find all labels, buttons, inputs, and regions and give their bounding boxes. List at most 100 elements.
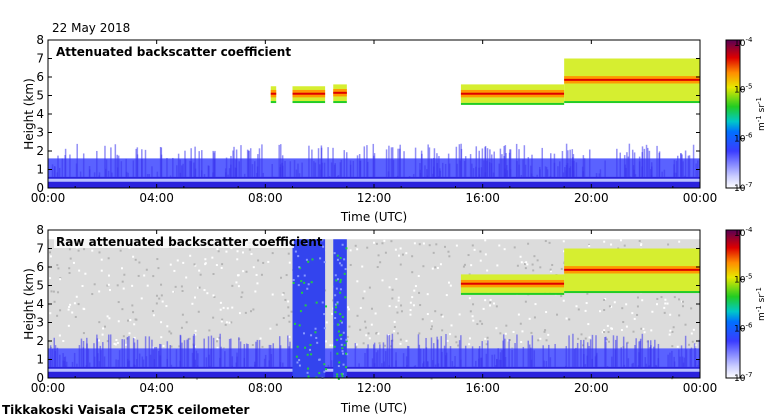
heatmap-cell-noise	[643, 331, 646, 334]
heatmap-cell-noise	[331, 344, 334, 347]
heatmap-cell-aerosol	[80, 338, 83, 367]
heatmap-cell-precipitation	[334, 274, 337, 277]
heatmap-cell-noise	[219, 308, 222, 311]
heatmap-cell-aerosol	[499, 148, 502, 177]
heatmap-cell-noise	[262, 261, 265, 264]
heatmap-cell-noise	[220, 320, 223, 323]
heatmap-cell-noise	[241, 291, 244, 294]
heatmap-cell-noise	[275, 323, 278, 326]
heatmap-cell-noise	[102, 327, 105, 330]
heatmap-cell-aerosol	[268, 344, 271, 367]
heatmap-cell-noise	[455, 244, 458, 247]
heatmap-cell-noise	[663, 306, 666, 309]
heatmap-cell-noise	[411, 296, 414, 299]
heatmap-cell-aerosol	[228, 338, 231, 367]
heatmap-cell-aerosol	[544, 166, 547, 177]
heatmap-cell-aerosol	[580, 339, 582, 367]
heatmap-cell-noise	[444, 245, 447, 248]
heatmap-cell-noise	[82, 332, 85, 335]
heatmap-cell-aerosol	[683, 357, 686, 367]
heatmap-cell-aerosol	[528, 344, 531, 367]
heatmap-cell-aerosol	[458, 144, 461, 177]
heatmap-cell-aerosol	[388, 335, 391, 367]
heatmap-cell-noise	[428, 244, 431, 247]
heatmap-cell-aerosol	[230, 155, 232, 177]
heatmap-cell-noise	[485, 343, 488, 346]
heatmap-cell-aerosol	[243, 173, 246, 177]
heatmap-cell-precipitation	[325, 305, 328, 308]
heatmap-cell-precipitation	[307, 283, 310, 286]
heatmap-cell-noise	[288, 335, 291, 338]
heatmap-cell-precipitation	[310, 281, 313, 284]
heatmap-cell-noise	[116, 341, 119, 344]
heatmap-cell-noise	[260, 273, 263, 276]
heatmap-cell-aerosol	[663, 169, 666, 177]
heatmap-cell-noise	[185, 321, 188, 324]
heatmap-cell-noise	[77, 303, 80, 306]
heatmap-cell-precipitation	[339, 320, 342, 323]
heatmap-cell-aerosol	[419, 348, 422, 367]
heatmap-cell-noise	[133, 323, 136, 326]
heatmap-cell-aerosol	[116, 154, 118, 177]
heatmap-cell-noise	[577, 337, 580, 340]
heatmap-cell-noise	[74, 315, 77, 318]
heatmap-cell-aerosol	[464, 345, 467, 367]
heatmap-cell-aerosol	[279, 345, 282, 367]
heatmap-region-cloud-base	[564, 101, 700, 104]
heatmap-cell-noise	[215, 264, 218, 267]
heatmap-cell-noise	[431, 325, 434, 328]
heatmap-cell-noise	[411, 271, 414, 274]
heatmap-cell-aerosol	[557, 166, 559, 177]
heatmap-cell-aerosol	[675, 160, 678, 177]
heatmap-cell-noise	[489, 298, 492, 301]
heatmap-cell-noise	[440, 313, 443, 316]
heatmap-cell-aerosol	[522, 346, 525, 367]
heatmap-cell-precipitation	[307, 375, 310, 378]
heatmap-cell-noise	[133, 336, 136, 339]
heatmap-cell-noise	[503, 248, 506, 251]
heatmap-cell-noise	[123, 273, 126, 276]
heatmap-cell-aerosol	[238, 161, 240, 177]
heatmap-cell-aerosol	[689, 349, 692, 367]
heatmap-cell-noise	[430, 320, 433, 323]
heatmap-cell-aerosol	[464, 156, 467, 177]
heatmap-cell-aerosol	[261, 144, 263, 177]
heatmap-cell-noise	[230, 247, 233, 250]
heatmap-cell-aerosol	[128, 336, 130, 367]
heatmap-cell-precipitation	[303, 332, 306, 335]
heatmap-cell-noise	[660, 296, 663, 299]
heatmap-cell-precipitation	[334, 306, 337, 309]
heatmap-cell-noise	[516, 264, 519, 267]
heatmap-cell-aerosol	[504, 145, 507, 177]
heatmap-cell-noise	[56, 264, 59, 267]
heatmap-cell-noise	[482, 307, 485, 310]
heatmap-cell-aerosol	[358, 363, 360, 367]
panel-title: Attenuated backscatter coefficient	[56, 45, 291, 59]
heatmap-cell-noise	[524, 300, 527, 303]
heatmap-cell-aerosol	[627, 358, 630, 367]
heatmap-cell-aerosol	[181, 342, 183, 367]
heatmap-cell-noise	[198, 269, 201, 272]
heatmap-cell-noise	[381, 242, 384, 245]
heatmap-cell-aerosol	[212, 150, 214, 177]
y-tick-label: 8	[36, 33, 44, 47]
heatmap-cell-aerosol	[142, 359, 145, 367]
heatmap-cell-noise	[664, 302, 667, 305]
heatmap-cell-aerosol	[88, 169, 91, 177]
heatmap-cell-precipitation	[337, 330, 340, 333]
heatmap-cell-aerosol	[493, 151, 495, 177]
heatmap-cell-noise	[172, 290, 175, 293]
heatmap-cell-aerosol	[56, 347, 59, 367]
heatmap-cell-noise	[365, 334, 368, 337]
heatmap-region-cloud-base	[292, 101, 326, 104]
heatmap-cell-aerosol	[655, 364, 657, 367]
x-tick-label: 08:00	[248, 381, 283, 395]
heatmap-cell-noise	[366, 246, 369, 249]
heatmap-cell-aerosol	[495, 365, 497, 367]
heatmap-cell-aerosol	[109, 334, 112, 367]
heatmap-cell-aerosol	[650, 175, 653, 177]
heatmap-cell-aerosol	[620, 347, 622, 367]
heatmap-cell-aerosol	[418, 344, 421, 367]
heatmap-cell-precipitation	[296, 345, 299, 348]
y-tick-label: 2	[36, 144, 44, 158]
